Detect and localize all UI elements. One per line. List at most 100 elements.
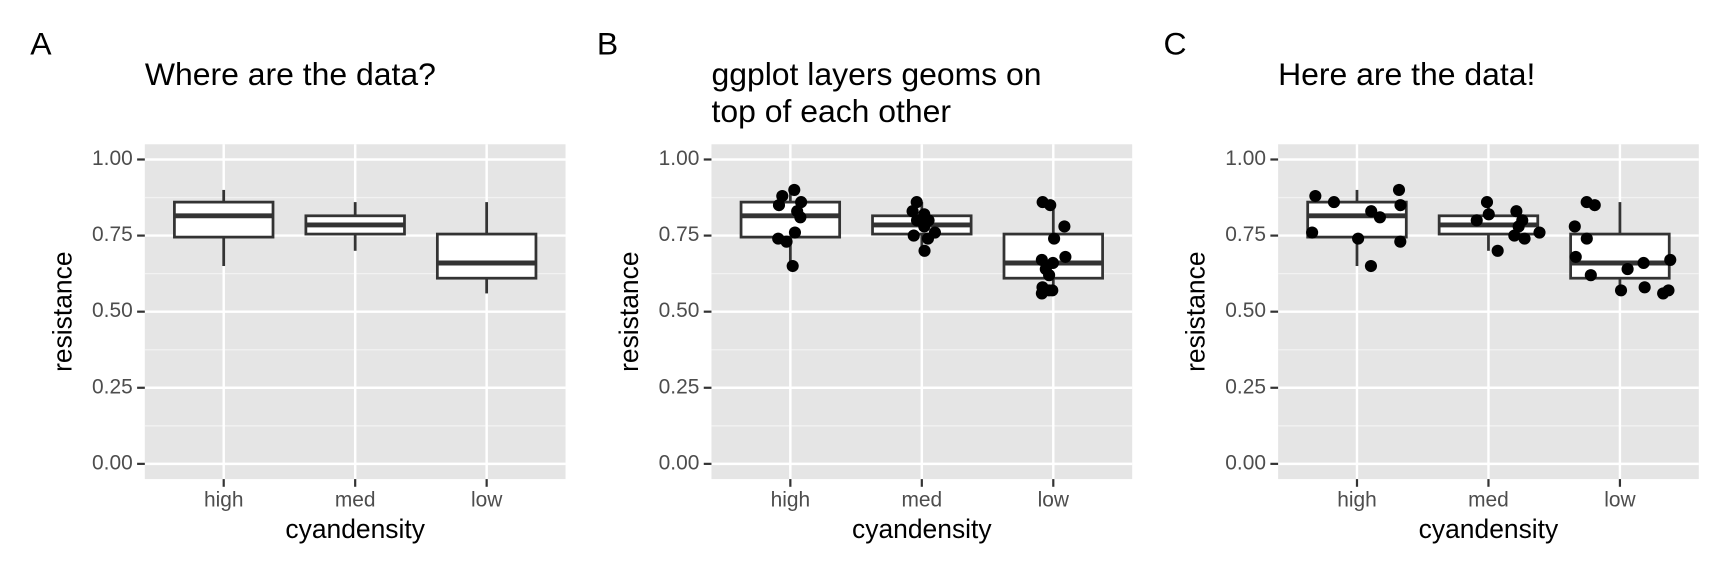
y-tick-label: 0.75 — [92, 223, 133, 246]
y-tick-label: 1.00 — [92, 147, 133, 170]
y-axis-label: resistance — [1181, 251, 1211, 371]
data-point — [1306, 226, 1319, 239]
data-point — [1352, 232, 1365, 245]
data-point — [1637, 256, 1650, 270]
data-point — [1373, 211, 1386, 224]
data-point — [1394, 235, 1407, 248]
data-point — [1392, 183, 1406, 196]
data-point — [1584, 269, 1597, 282]
data-point — [1035, 253, 1048, 266]
x-tick-label: high — [204, 489, 244, 512]
title-line: ggplot layers geoms on — [711, 56, 1041, 92]
title-line: Where are the data? — [145, 56, 436, 92]
data-point — [1043, 269, 1056, 282]
data-point — [1058, 220, 1071, 233]
data-point — [1657, 287, 1670, 300]
y-axis-label: resistance — [47, 251, 77, 371]
data-point — [786, 259, 799, 273]
y-tick-label: 0.00 — [659, 451, 700, 474]
panel: A Where are the data? 0.00 0.25 0.50 0.75 1.00… — [30, 26, 566, 544]
data-point — [921, 232, 935, 245]
data-point — [1482, 208, 1495, 221]
x-axis-label: cyandensity — [1419, 514, 1559, 544]
data-point — [1568, 220, 1581, 233]
x-axis-label: cyandensity — [285, 514, 425, 544]
box — [1306, 200, 1408, 239]
data-point — [1664, 253, 1677, 266]
data-point — [1621, 263, 1634, 276]
y-tick-label: 0.00 — [1225, 451, 1266, 474]
chart-title: Here are the data! — [1278, 56, 1535, 92]
x-tick-label: med — [901, 489, 942, 512]
x-axis-label: cyandensity — [852, 514, 992, 544]
data-point — [780, 235, 793, 248]
data-point — [1512, 220, 1525, 233]
chart-title: ggplot layers geoms on top of each other — [711, 56, 1041, 129]
data-point — [1518, 232, 1531, 245]
data-point — [918, 208, 931, 221]
data-point — [1510, 205, 1523, 218]
data-point — [791, 205, 804, 218]
title-line: top of each other — [711, 93, 951, 129]
data-point — [772, 199, 786, 212]
data-point — [1327, 196, 1341, 209]
data-point — [1491, 244, 1504, 257]
x-tick-label: high — [771, 489, 811, 512]
data-point — [1569, 250, 1582, 263]
y-tick-label: 0.75 — [1225, 223, 1266, 246]
data-point — [1309, 189, 1322, 203]
data-point — [1533, 226, 1546, 239]
y-tick-label: 0.25 — [659, 375, 700, 398]
data-point — [776, 189, 789, 203]
y-tick-label: 0.50 — [92, 299, 133, 322]
x-tick-label: low — [1604, 489, 1636, 512]
data-point — [1394, 199, 1407, 212]
data-point — [1470, 214, 1483, 227]
data-point — [1046, 256, 1059, 270]
y-tick-label: 0.25 — [92, 375, 133, 398]
data-point — [1059, 250, 1072, 263]
y-tick-label: 1.00 — [659, 147, 700, 170]
data-point — [1364, 259, 1378, 273]
data-point — [1638, 281, 1651, 294]
y-axis-label: resistance — [614, 251, 644, 371]
data-point — [1580, 232, 1593, 245]
data-point — [1044, 199, 1057, 212]
y-tick-label: 0.25 — [1225, 375, 1266, 398]
data-point — [907, 229, 920, 242]
data-point — [918, 244, 931, 257]
box — [435, 232, 538, 280]
x-tick-label: high — [1337, 489, 1377, 512]
x-tick-label: low — [1038, 489, 1070, 512]
data-point — [1480, 196, 1494, 209]
data-point — [910, 196, 923, 209]
y-tick-label: 0.50 — [659, 299, 700, 322]
data-point — [788, 226, 802, 239]
data-point — [1048, 232, 1061, 245]
x-tick-label: med — [335, 489, 376, 512]
data-point — [1036, 281, 1049, 294]
y-tick-label: 0.75 — [659, 223, 700, 246]
y-tick-label: 0.50 — [1225, 299, 1266, 322]
title-line: Here are the data! — [1278, 56, 1535, 92]
data-point — [795, 196, 808, 209]
panel: C Here are the data! 0.00 0.25 0.50 0.75 1.00 h… — [1164, 26, 1699, 544]
panel-tag: C — [1164, 26, 1187, 62]
data-point — [788, 183, 801, 196]
x-tick-label: low — [471, 489, 503, 512]
box — [173, 200, 275, 239]
data-point — [1508, 229, 1521, 242]
y-tick-label: 0.00 — [92, 451, 133, 474]
panel-tag: B — [597, 26, 618, 62]
data-point — [906, 205, 919, 218]
data-point — [1588, 199, 1601, 212]
chart-title: Where are the data? — [145, 56, 436, 92]
data-point — [1046, 284, 1059, 297]
x-tick-label: med — [1468, 489, 1509, 512]
data-point — [1365, 205, 1378, 218]
y-tick-label: 1.00 — [1225, 147, 1266, 170]
data-point — [1614, 284, 1628, 297]
panel-tag: A — [30, 26, 52, 62]
